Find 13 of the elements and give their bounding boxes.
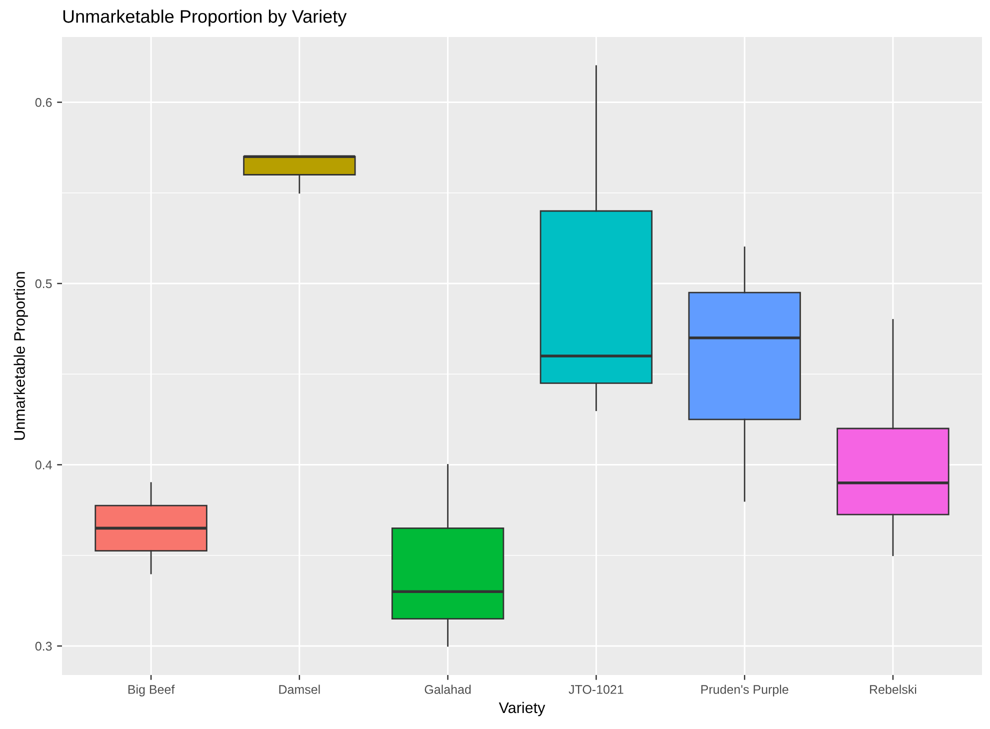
x-tick-label: Rebelski (870, 684, 916, 694)
x-tick-label: JTO-1021 (568, 685, 624, 694)
y-tick-label: 0.6 (35, 98, 52, 107)
x-tick-label: Big Beef (128, 684, 175, 696)
x-axis-title: Variety (498, 702, 546, 716)
x-tick-label: Damsel (279, 684, 320, 694)
y-axis-title: Unmarketable Proportion (14, 272, 28, 440)
x-tick-label: Galahad (424, 684, 471, 694)
y-tick-label: 0.3 (35, 642, 52, 651)
x-tick-label: Pruden's Purple (701, 684, 788, 696)
y-tick-label: 0.4 (35, 460, 52, 470)
chart-title: Unmarketable Proportion by Variety (63, 10, 347, 26)
y-tick-label: 0.5 (35, 279, 52, 288)
